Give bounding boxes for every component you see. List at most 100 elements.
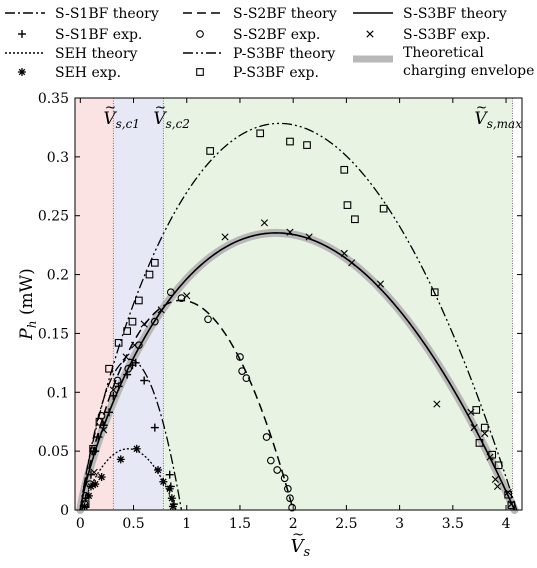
point-s-s2bf-exp--21 — [286, 494, 294, 503]
point-p-s3bf-exp--23 — [488, 450, 497, 459]
point-s-s3bf-exp--3 — [109, 386, 117, 394]
point-s-s3bf-exp--21 — [491, 475, 499, 483]
point-s-s2bf-exp--5 — [97, 411, 106, 420]
point-p-s3bf-exp--14-s — [303, 141, 311, 149]
xtick-label-2: 0.5 — [122, 516, 144, 532]
legend-item-11: P-S3BF exp. — [196, 65, 319, 81]
point-s-s2bf-exp--17-c — [266, 456, 275, 465]
point-p-s3bf-exp--8-s — [135, 296, 143, 305]
point-p-s3bf-exp--9 — [145, 270, 154, 279]
point-s-s2bf-exp--9-c — [150, 317, 159, 326]
point-seh-exp--6-r3 — [117, 456, 125, 463]
point-s-s3bf-exp--23 — [504, 488, 512, 496]
y-axis-label: Ph (mW) — [17, 268, 39, 340]
point-seh-exp--5 — [97, 473, 106, 482]
point-s-s3bf-exp--15-b — [376, 280, 385, 288]
point-p-s3bf-exp--1-s — [81, 500, 90, 508]
legend-label-10: SEH exp. — [55, 65, 121, 81]
point-s-s2bf-exp--10-c — [166, 288, 175, 297]
point-p-s3bf-exp--7-s — [128, 317, 137, 326]
point-s-s3bf-exp--4-b — [122, 353, 130, 361]
ytick-label-5: 0.2 — [47, 268, 69, 284]
xtick-label-3: 1 — [182, 516, 191, 532]
point-s-s3bf-exp--18 — [470, 424, 478, 432]
ytick-label-8: 0.35 — [38, 91, 69, 107]
point-p-s3bf-exp--5 — [114, 338, 123, 347]
xtick-label-4: 1.5 — [229, 516, 251, 532]
point-s-s3bf-exp--20-b — [486, 453, 494, 461]
point-s-s3bf-exp--6 — [140, 320, 148, 328]
axis-ticks: 0 0.5 1 1.5 2 2.5 3 3.5 4 0 0.05 0.1 0.15 0.2 0.25 0.3 0… — [38, 91, 522, 532]
point-s-s3bf-exp--2 — [100, 426, 108, 434]
point-s-s2bf-exp--12 — [204, 315, 212, 324]
xtick-label-5: 2 — [289, 516, 298, 532]
point-s-s3bf-exp--8 — [183, 292, 191, 300]
point-p-s3bf-exp--11-s — [206, 147, 215, 155]
point-p-s3bf-exp--19 — [430, 288, 439, 297]
point-p-s3bf-exp--2 — [89, 444, 97, 453]
point-s-s3bf-exp--14 — [348, 259, 356, 267]
point-s-s2bf-exp--19 — [280, 474, 289, 483]
legend-label-1: S-S1BF theory — [55, 6, 159, 22]
point-p-s3bf-exp--21-s — [475, 439, 484, 447]
point-seh-exp--10-r3 — [166, 485, 174, 493]
legend-item-3: S-S3BF theory — [353, 6, 507, 22]
point-s-s3bf-exp--8-b — [183, 292, 191, 300]
point-p-s3bf-exp--18-s — [379, 204, 388, 213]
ytick-label-2: 0.05 — [38, 444, 69, 460]
vline-label-1-tilde: ~ — [105, 100, 116, 116]
point-s-s2bf-exp--15-c — [242, 374, 251, 383]
point-p-s3bf-exp--12 — [256, 129, 265, 138]
legend-swatch-11-s — [196, 68, 204, 76]
point-s-s2bf-exp--6-c — [113, 376, 122, 385]
point-p-s3bf-exp--13 — [286, 137, 294, 146]
legend-label-8: P-S3BF theory — [233, 46, 335, 62]
point-p-s3bf-exp--20-s — [472, 406, 481, 414]
point-s-s1bf-exp--13 — [150, 423, 159, 432]
point-s-s3bf-exp--7 — [157, 306, 165, 314]
point-s-s2bf-exp--7-c — [124, 364, 133, 373]
curve-p-s3bf-theory — [79, 122, 518, 511]
xtick-label-8: 3.5 — [442, 516, 464, 532]
point-s-s3bf-exp--12 — [305, 233, 313, 241]
point-s-s3bf-exp--18-b — [470, 424, 478, 432]
point-s-s2bf-exp--16 — [262, 433, 271, 441]
point-seh-exp--4 — [91, 480, 100, 489]
legend-label2-9: charging envelope — [403, 63, 534, 79]
point-s-s2bf-exp--18 — [273, 466, 282, 474]
point-p-s3bf-exp--25 — [504, 490, 513, 499]
point-p-s3bf-exp--3 — [95, 417, 104, 426]
point-p-s3bf-exp--9-s — [145, 270, 154, 279]
point-p-s3bf-exp--22-s — [480, 423, 489, 432]
point-p-s3bf-exp--4 — [105, 364, 113, 373]
point-seh-exp--8 — [154, 465, 163, 474]
point-s-s3bf-exp--6-b — [140, 320, 148, 328]
ytick-label-3: 0.1 — [47, 385, 69, 401]
point-s-s2bf-exp--13 — [236, 353, 244, 361]
point-seh-exp--9-r3 — [160, 478, 167, 486]
legend-swatch-10 — [18, 68, 26, 76]
point-p-s3bf-exp--17 — [351, 215, 359, 224]
point-s-s3bf-exp--9-b — [221, 233, 229, 241]
point-s-s3bf-exp--22-b — [493, 482, 502, 491]
point-p-s3bf-exp--18 — [379, 204, 388, 213]
vline-label-2-tilde: ~ — [155, 100, 166, 116]
legend-item-10: SEH exp. — [18, 65, 121, 81]
point-s-s3bf-exp--13 — [340, 249, 348, 257]
region-3 — [163, 98, 513, 510]
legend-label-9: Theoretical — [403, 45, 484, 61]
point-seh-exp--11-r3 — [168, 494, 176, 502]
point-s-s3bf-exp--4 — [122, 353, 130, 361]
xtick-label-9: 4 — [502, 516, 511, 532]
experimental-points — [80, 129, 516, 512]
point-s-s2bf-exp--14 — [238, 367, 246, 375]
legend-swatch-5 — [196, 30, 204, 38]
point-p-s3bf-exp--21 — [475, 439, 484, 447]
point-s-s3bf-exp--1-b — [90, 468, 98, 476]
point-p-s3bf-exp--20 — [472, 406, 481, 414]
x-axis-label-tilde: ~ — [292, 527, 304, 543]
point-s-s1bf-exp--4 — [94, 433, 103, 442]
legend-label-11: P-S3BF exp. — [233, 65, 319, 81]
point-seh-exp--4-r3 — [91, 480, 99, 488]
